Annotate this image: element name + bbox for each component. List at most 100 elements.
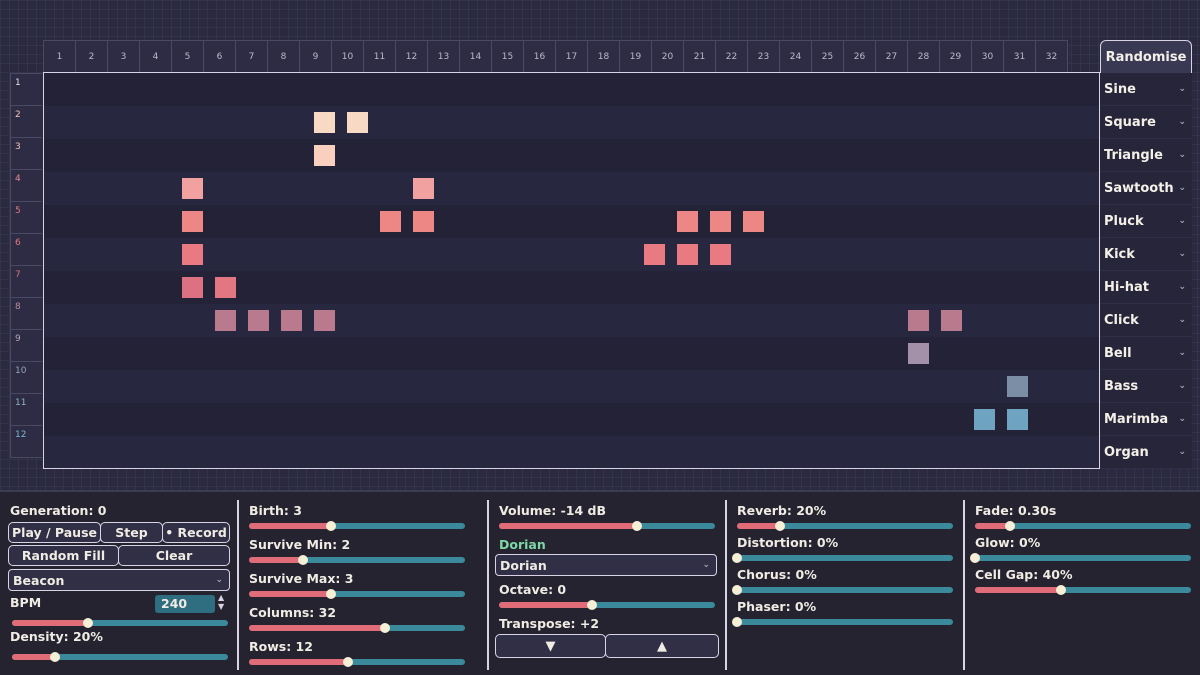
voice-select[interactable]: Marimba ⌄ [1100, 403, 1192, 436]
slider-knob[interactable] [732, 617, 742, 627]
active-cell[interactable] [314, 145, 335, 166]
active-cell[interactable] [182, 211, 203, 232]
slider-knob[interactable] [970, 553, 980, 563]
active-cell[interactable] [644, 244, 665, 265]
birth-slider[interactable] [249, 521, 465, 531]
chevron-down-icon: ⌄ [702, 560, 710, 570]
voice-select[interactable]: Kick ⌄ [1100, 238, 1192, 271]
active-cell[interactable] [974, 409, 995, 430]
active-cell[interactable] [710, 244, 731, 265]
voice-select[interactable]: Sawtooth ⌄ [1100, 172, 1192, 205]
column-header: 21 [683, 40, 716, 73]
bpm-spinner-icon[interactable]: ▲ ▼ [218, 593, 225, 611]
cell-grid[interactable] [43, 72, 1100, 469]
octave-slider[interactable] [499, 600, 715, 610]
bpm-input[interactable]: 240 [155, 595, 215, 613]
columns-label: Columns: 32 [249, 605, 337, 620]
slider-knob[interactable] [326, 589, 337, 599]
rows-label: Rows: 12 [249, 639, 313, 654]
active-cell[interactable] [1007, 376, 1028, 397]
voice-select[interactable]: Click ⌄ [1100, 304, 1192, 337]
slider-knob[interactable] [380, 623, 391, 633]
pattern-select[interactable]: Beacon ⌄ [8, 569, 230, 591]
columns-slider[interactable] [249, 623, 465, 633]
active-cell[interactable] [908, 310, 929, 331]
active-cell[interactable] [677, 244, 698, 265]
active-cell[interactable] [743, 211, 764, 232]
active-cell[interactable] [182, 244, 203, 265]
slider-knob[interactable] [775, 521, 786, 531]
play-pause-button[interactable]: Play / Pause [8, 522, 101, 543]
density-slider[interactable] [12, 652, 228, 662]
active-cell[interactable] [215, 310, 236, 331]
row-header: 12 [10, 425, 42, 458]
slider-knob[interactable] [298, 555, 308, 565]
record-button[interactable]: • Record [162, 522, 230, 543]
survive-min-slider[interactable] [249, 555, 465, 565]
active-cell[interactable] [710, 211, 731, 232]
grid-row [44, 139, 1099, 172]
transpose-down-button[interactable]: ▼ [495, 634, 606, 658]
chevron-down-icon: ⌄ [1178, 381, 1186, 391]
voice-select[interactable]: Pluck ⌄ [1100, 205, 1192, 238]
active-cell[interactable] [1007, 409, 1028, 430]
clear-button[interactable]: Clear [118, 545, 230, 566]
active-cell[interactable] [413, 211, 434, 232]
slider-knob[interactable] [326, 521, 337, 531]
slider-knob[interactable] [732, 585, 742, 595]
voice-name: Bass [1104, 378, 1139, 394]
voice-select[interactable]: Sine ⌄ [1100, 73, 1192, 106]
active-cell[interactable] [182, 277, 203, 298]
reverb-slider[interactable] [737, 521, 953, 531]
column-header: 25 [811, 40, 844, 73]
voice-select[interactable]: Square ⌄ [1100, 106, 1192, 139]
randomise-button[interactable]: Randomise [1100, 40, 1192, 73]
slider-knob[interactable] [1004, 521, 1015, 531]
slider-knob[interactable] [343, 657, 354, 667]
active-cell[interactable] [941, 310, 962, 331]
active-cell[interactable] [314, 310, 335, 331]
survive-max-slider[interactable] [249, 589, 465, 599]
voice-select[interactable]: Bell ⌄ [1100, 337, 1192, 370]
active-cell[interactable] [281, 310, 302, 331]
active-cell[interactable] [314, 112, 335, 133]
column-header: 30 [971, 40, 1004, 73]
active-cell[interactable] [182, 178, 203, 199]
step-button[interactable]: Step [100, 522, 163, 543]
active-cell[interactable] [908, 343, 929, 364]
slider-knob[interactable] [50, 652, 61, 662]
distortion-slider[interactable] [732, 553, 953, 563]
transpose-up-button[interactable]: ▲ [605, 634, 719, 658]
cell-gap-slider[interactable] [975, 585, 1191, 595]
phaser-slider[interactable] [732, 617, 953, 627]
chorus-slider[interactable] [732, 585, 953, 595]
fade-slider[interactable] [975, 521, 1191, 531]
slider-knob[interactable] [1056, 585, 1067, 595]
active-cell[interactable] [413, 178, 434, 199]
row-header: 11 [10, 393, 42, 426]
active-cell[interactable] [380, 211, 401, 232]
glow-slider[interactable] [970, 553, 1191, 563]
rows-slider[interactable] [249, 657, 465, 667]
slider-knob[interactable] [632, 521, 643, 531]
active-cell[interactable] [248, 310, 269, 331]
active-cell[interactable] [677, 211, 698, 232]
voice-select[interactable]: Hi-hat ⌄ [1100, 271, 1192, 304]
effects-section: Reverb: 20% Distortion: 0% Chorus: 0% Ph… [728, 498, 964, 670]
voice-select[interactable]: Triangle ⌄ [1100, 139, 1192, 172]
bpm-slider[interactable] [12, 618, 228, 628]
slider-knob[interactable] [586, 600, 597, 610]
voice-select[interactable]: Bass ⌄ [1100, 370, 1192, 403]
slider-knob[interactable] [732, 553, 742, 563]
column-header: 29 [939, 40, 972, 73]
chevron-down-icon: ⌄ [1178, 315, 1186, 325]
active-cell[interactable] [215, 277, 236, 298]
voice-name: Sine [1104, 81, 1136, 97]
slider-knob[interactable] [82, 618, 93, 628]
random-fill-button[interactable]: Random Fill [8, 545, 119, 566]
scale-select[interactable]: Dorian ⌄ [495, 554, 717, 576]
volume-slider[interactable] [499, 521, 715, 531]
voice-name: Kick [1104, 246, 1135, 262]
voice-select[interactable]: Organ ⌄ [1100, 436, 1192, 469]
active-cell[interactable] [347, 112, 368, 133]
